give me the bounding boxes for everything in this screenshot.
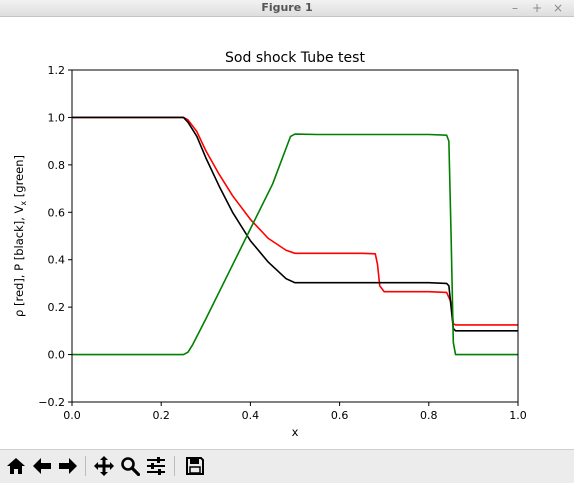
x-tick-label: 0.6 [331,409,349,422]
maximize-button[interactable]: + [531,1,543,15]
x-tick-label: 0.4 [242,409,260,422]
subplots-config-button[interactable] [145,454,167,478]
navigation-toolbar [0,449,574,483]
y-tick-label: 0.0 [48,349,66,362]
x-tick-label: 1.0 [509,409,527,422]
toolbar-separator [85,456,86,476]
zoom-button[interactable] [119,454,141,478]
back-button[interactable] [31,454,53,478]
pan-icon [94,456,114,476]
y-tick-label: 0.2 [48,301,66,314]
x-tick-label: 0.0 [63,409,81,422]
axes-frame [71,69,519,403]
velocity-series-line [72,133,518,356]
minimize-button[interactable]: – [512,1,518,15]
y-axis-label: ρ [red], P [black], Vx [green] [12,155,28,317]
home-icon [7,458,25,474]
forward-button[interactable] [57,454,79,478]
save-icon [186,457,204,475]
y-axis-label-suffix: [green] [12,155,26,201]
y-axis-label-subscript: x [19,201,28,206]
subplots-config-icon [147,457,165,475]
figure-canvas[interactable]: 0.0 0.2 0.4 0.6 0.8 1.0 −0.2 0.0 0.2 0.4 0.6 0.8 1.… [0,17,574,449]
x-tick-label: 0.2 [152,409,170,422]
save-button[interactable] [184,454,206,478]
forward-arrow-icon [59,458,77,474]
close-button[interactable]: × [552,1,564,15]
y-tick-label: 0.4 [48,254,66,267]
y-axis-label-main: ρ [red], P [black], V [12,205,26,316]
zoom-icon [121,457,140,476]
chart: 0.0 0.2 0.4 0.6 0.8 1.0 −0.20.00.20.40.60.81.… [12,50,527,439]
home-button[interactable] [5,454,27,478]
pan-button[interactable] [93,454,115,478]
y-tick-label: −0.2 [38,396,65,409]
chart-title: Sod shock Tube test [225,50,365,66]
back-arrow-icon [33,458,51,474]
y-tick-label: 1.2 [48,64,66,77]
y-tick-label: 1.0 [48,111,66,124]
toolbar-separator [174,456,175,476]
window-title: Figure 1 [261,1,313,14]
x-axis-label: x [292,425,299,439]
x-tick-label: 0.8 [420,409,438,422]
window-titlebar[interactable]: Figure 1 – + × [0,0,574,17]
y-tick-label: 0.6 [48,206,66,219]
y-tick-label: 0.8 [48,159,66,172]
